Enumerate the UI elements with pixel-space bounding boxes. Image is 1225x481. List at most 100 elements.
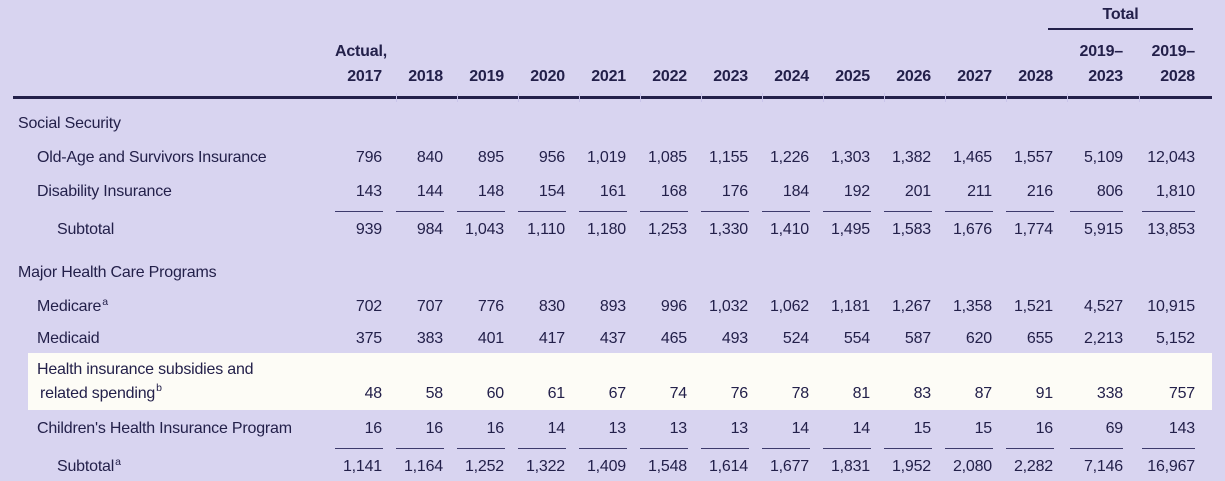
column-rule <box>335 444 396 452</box>
year-header-label: 2022 <box>652 68 687 85</box>
total-value-cell-2028: 1,810 <box>1155 183 1195 201</box>
data-row: Children's Health Insurance Program 16 16 1… <box>13 410 1212 444</box>
subtotal-rule <box>1142 447 1195 449</box>
subtotal-rule-row <box>13 444 1212 452</box>
year-header-line1 <box>823 39 870 64</box>
total-value-cell-2028: 757 <box>1139 353 1212 410</box>
column-rule <box>701 207 762 215</box>
rule-spacer <box>13 444 335 452</box>
subtotal-rule <box>1006 210 1054 212</box>
year-header-line1 <box>762 39 809 64</box>
column-rule <box>1006 444 1067 452</box>
value-cell-2025: 1,831 <box>830 458 870 476</box>
subtotal-rule <box>823 210 871 212</box>
value-cell-2018: 707 <box>416 298 443 316</box>
value-cell-2017: 702 <box>355 298 382 316</box>
subtotal-rule <box>701 447 749 449</box>
row-label-line1: Health insurance subsidies and <box>37 360 254 378</box>
column-rule <box>1139 444 1212 452</box>
value-cell-2019: 148 <box>477 183 504 201</box>
value-cell-2028: 91 <box>1006 353 1067 410</box>
year-header-line1 <box>579 39 626 64</box>
total-col-line1: 2019– <box>1151 43 1196 60</box>
row-label: Medicaid <box>37 330 100 348</box>
year-header-label: 2026 <box>896 68 931 85</box>
value-cell-2028: 2,282 <box>1013 458 1053 476</box>
value-cell-2023: 1,614 <box>708 458 748 476</box>
column-rule <box>640 207 701 215</box>
data-row: Old-Age and Survivors Insurance 796 840 895… <box>13 139 1212 173</box>
value-cell-2023: 13 <box>730 420 749 438</box>
value-cell-2027: 1,358 <box>952 298 992 316</box>
value-cell-2023: 176 <box>721 183 748 201</box>
total-value-cell-2028: 16,967 <box>1147 458 1195 476</box>
value-cell-2022: 74 <box>640 353 701 410</box>
value-cell-2017: 48 <box>335 353 396 410</box>
header-rule <box>13 93 1212 102</box>
value-cell-2023: 1,330 <box>708 221 748 239</box>
year-header-2017: Actual, 2017 <box>335 30 396 96</box>
value-cell-2021: 1,180 <box>586 221 626 239</box>
value-cell-2019: 60 <box>457 353 518 410</box>
year-header-label: 2025 <box>835 68 870 85</box>
subtotal-rule <box>1142 210 1195 212</box>
budget-table: Total Actual, 2017 2018 2019 2020 2021 20… <box>13 0 1212 481</box>
subtotal-rule <box>640 447 688 449</box>
column-rule <box>823 444 884 452</box>
value-cell-2027: 620 <box>965 330 992 348</box>
value-cell-2024: 1,410 <box>769 221 809 239</box>
value-cell-2020: 1,322 <box>525 458 565 476</box>
row-label: Disability Insurance <box>37 183 172 201</box>
column-boundary-tick <box>396 93 397 102</box>
value-cell-2021: 67 <box>579 353 640 410</box>
value-cell-2021: 437 <box>599 330 626 348</box>
year-header-line1 <box>945 39 992 64</box>
footnote-marker: a <box>102 295 109 308</box>
year-header-label: 2028 <box>1018 68 1053 85</box>
year-header-row: Actual, 2017 2018 2019 2020 2021 2022 202… <box>13 30 1212 96</box>
year-header-line1 <box>457 39 504 64</box>
value-cell-2025: 14 <box>852 420 871 438</box>
year-header-line1 <box>518 39 565 64</box>
value-cell-2021: 161 <box>599 183 626 201</box>
value-cell-2027: 1,676 <box>952 221 992 239</box>
year-header-label: 2023 <box>713 68 748 85</box>
section-spacer <box>13 244 1212 254</box>
value-cell-2021: 1,409 <box>586 458 626 476</box>
year-header-2028: 2028 <box>1006 30 1067 96</box>
value-cell-2025: 1,303 <box>830 149 870 167</box>
value-cell-2019: 1,252 <box>464 458 504 476</box>
row-label: Old-Age and Survivors Insurance <box>37 149 267 167</box>
value-cell-2019: 776 <box>477 298 504 316</box>
value-cell-2020: 417 <box>538 330 565 348</box>
value-cell-2026: 1,382 <box>891 149 931 167</box>
subtotal-rule <box>762 210 810 212</box>
value-cell-2021: 1,019 <box>586 149 626 167</box>
value-cell-2027: 87 <box>945 353 1006 410</box>
subtotal-rule <box>335 447 383 449</box>
total-value-cell-2023: 5,109 <box>1083 149 1123 167</box>
value-cell-2025: 1,181 <box>830 298 870 316</box>
total-col-header-2028: 2019– 2028 <box>1139 30 1212 96</box>
total-header-spacer <box>13 0 1067 30</box>
total-value-cell-2023: 4,527 <box>1083 298 1123 316</box>
total-value-cell-2023: 806 <box>1096 183 1123 201</box>
column-rule <box>1067 207 1139 215</box>
value-cell-2025: 1,495 <box>830 221 870 239</box>
highlighted-row: Health insurance subsidies and related sp… <box>13 353 1212 410</box>
value-cell-2018: 984 <box>416 221 443 239</box>
row-label: Subtotala <box>57 455 121 476</box>
total-value-cell-2023: 7,146 <box>1083 458 1123 476</box>
value-cell-2017: 375 <box>355 330 382 348</box>
rule-spacer <box>13 207 335 215</box>
column-rule <box>396 207 457 215</box>
value-cell-2017: 939 <box>355 221 382 239</box>
value-cell-2026: 201 <box>904 183 931 201</box>
subtotal-rule <box>945 210 993 212</box>
column-boundary-tick <box>1139 93 1140 102</box>
column-rule <box>701 444 762 452</box>
year-header-line1 <box>884 39 931 64</box>
column-rule <box>884 444 945 452</box>
subtotal-rule <box>1006 447 1054 449</box>
